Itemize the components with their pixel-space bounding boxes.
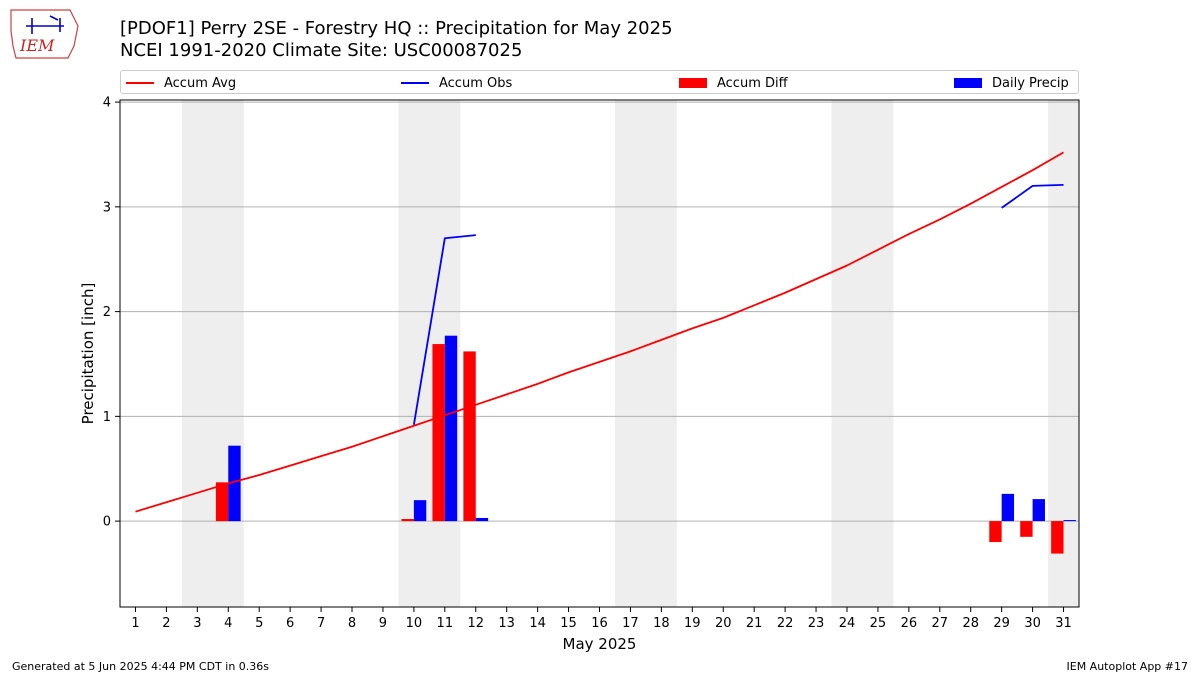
gridlines xyxy=(120,101,1079,522)
y-tick-label: 3 xyxy=(103,200,111,215)
x-tick-label: 3 xyxy=(193,616,201,631)
bar-daily-precip xyxy=(1001,493,1015,522)
x-tick-label: 5 xyxy=(255,616,263,631)
legend-label: Daily Precip xyxy=(992,75,1069,91)
chart-title: [PDOF1] Perry 2SE - Forestry HQ :: Preci… xyxy=(120,18,673,39)
legend-swatch xyxy=(954,78,982,88)
line-accum-obs xyxy=(412,234,476,425)
line-accum-obs xyxy=(1001,183,1064,209)
bar-daily-precip xyxy=(444,335,458,522)
x-tick-label: 22 xyxy=(777,616,794,631)
bar-accum-diff xyxy=(989,521,1002,543)
weekend-shading xyxy=(181,100,1079,607)
footer-generated: Generated at 5 Jun 2025 4:44 PM CDT in 0… xyxy=(12,660,270,673)
x-tick-label: 12 xyxy=(467,616,484,631)
lines xyxy=(135,151,1064,513)
axes: 1 2 3 4 5 6 7 8 9 10 11 12 13 14 15 16 17 18 19 20 21 22 23 24 2… xyxy=(103,96,1072,631)
legend-swatch xyxy=(679,78,707,88)
x-tick-label: 9 xyxy=(379,616,387,631)
legend-item-accum-diff: Accum Diff xyxy=(679,74,788,92)
bar-accum-diff xyxy=(1051,521,1064,554)
plot-frame xyxy=(119,99,1080,608)
bar-daily-precip xyxy=(1032,499,1045,522)
x-tick-label: 29 xyxy=(993,616,1010,631)
legend-swatch xyxy=(126,82,154,84)
x-tick-label: 7 xyxy=(317,616,325,631)
x-tick-label: 4 xyxy=(224,616,232,631)
bar-accum-diff xyxy=(215,482,229,522)
line-accum-avg xyxy=(135,151,1064,513)
weekend-band xyxy=(181,100,244,607)
bar-accum-diff xyxy=(401,519,414,522)
bar-accum-diff xyxy=(1020,521,1033,537)
x-tick-label: 25 xyxy=(870,616,887,631)
legend-item-daily-precip: Daily Precip xyxy=(954,74,1069,92)
x-tick-label: 8 xyxy=(348,616,356,631)
legend-label: Accum Avg xyxy=(164,75,237,91)
x-tick-label: 13 xyxy=(498,616,515,631)
bar-daily-precip xyxy=(1063,520,1076,522)
x-tick-label: 28 xyxy=(962,616,979,631)
x-tick-label: 21 xyxy=(746,616,763,631)
bar-accum-diff xyxy=(463,351,476,522)
legend-label: Accum Diff xyxy=(717,75,788,91)
legend: Accum Avg Accum Obs Accum Diff Daily Pre… xyxy=(120,70,1079,94)
x-tick-label: 18 xyxy=(653,616,670,631)
legend-swatch xyxy=(401,82,429,84)
x-axis-label: May 2025 xyxy=(563,635,637,653)
x-tick-label: 6 xyxy=(286,616,294,631)
x-tick-label: 1 xyxy=(131,616,139,631)
x-tick-label: 10 xyxy=(406,616,423,631)
legend-item-accum-avg: Accum Avg xyxy=(126,74,236,92)
bar-daily-precip xyxy=(228,445,241,522)
y-axis-label: Precipitation [inch] xyxy=(79,283,97,425)
x-tick-label: 2 xyxy=(162,616,170,631)
x-tick-label: 14 xyxy=(529,616,546,631)
x-tick-label: 27 xyxy=(932,616,949,631)
logo-text: IEM xyxy=(19,36,55,55)
iem-logo: IEM xyxy=(10,9,79,59)
x-tick-label: 23 xyxy=(808,616,825,631)
legend-label: Accum Obs xyxy=(439,75,513,91)
x-tick-label: 31 xyxy=(1055,616,1072,631)
weekend-band xyxy=(831,100,894,607)
y-tick-label: 0 xyxy=(103,515,111,530)
iowa-state-outline xyxy=(10,9,79,59)
x-tick-label: 24 xyxy=(839,616,856,631)
bar-daily-precip xyxy=(413,500,427,522)
x-tick-label: 19 xyxy=(684,616,701,631)
footer-app: IEM Autoplot App #17 xyxy=(1066,660,1189,673)
x-tick-label: 26 xyxy=(901,616,918,631)
bar-daily-precip xyxy=(475,517,489,522)
x-tick-label: 20 xyxy=(715,616,732,631)
y-tick-label: 4 xyxy=(103,96,111,111)
bar-accum-diff xyxy=(432,344,445,522)
weather-station-icon xyxy=(26,15,64,34)
x-tick-label: 11 xyxy=(437,616,454,631)
x-tick-label: 16 xyxy=(591,616,608,631)
x-tick-label: 15 xyxy=(560,616,577,631)
x-tick-label: 17 xyxy=(622,616,639,631)
legend-item-accum-obs: Accum Obs xyxy=(401,74,512,92)
y-tick-label: 2 xyxy=(103,305,111,320)
bars xyxy=(215,335,1076,554)
y-tick-label: 1 xyxy=(103,410,111,425)
chart-subtitle: NCEI 1991-2020 Climate Site: USC00087025 xyxy=(120,40,523,61)
x-tick-label: 30 xyxy=(1024,616,1041,631)
